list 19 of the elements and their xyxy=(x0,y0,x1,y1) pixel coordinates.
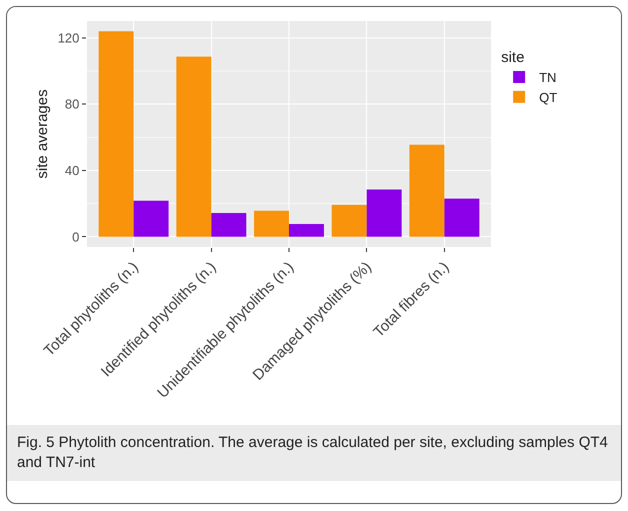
bar xyxy=(134,200,169,237)
y-tick-label: 40 xyxy=(64,163,80,178)
legend-title: site xyxy=(501,49,524,66)
y-tick-label: 0 xyxy=(72,229,80,244)
bar xyxy=(444,198,480,237)
legend-label: TN xyxy=(539,70,556,86)
legend-label: QT xyxy=(539,90,558,105)
bar xyxy=(409,144,444,237)
bar xyxy=(211,213,246,237)
bar xyxy=(176,56,212,237)
caption: Fig. 5 Phytolith concentration. The average is calculated per site, excluding samples QT4 and TN7-int xyxy=(7,425,621,481)
bar xyxy=(332,204,367,237)
bar xyxy=(289,224,324,237)
y-tick-label: 120 xyxy=(58,30,80,46)
bar xyxy=(366,190,402,237)
y-tick-label: 80 xyxy=(64,96,80,112)
bar xyxy=(254,210,289,237)
y-axis-title: site averages xyxy=(34,89,51,179)
bar xyxy=(98,31,134,237)
